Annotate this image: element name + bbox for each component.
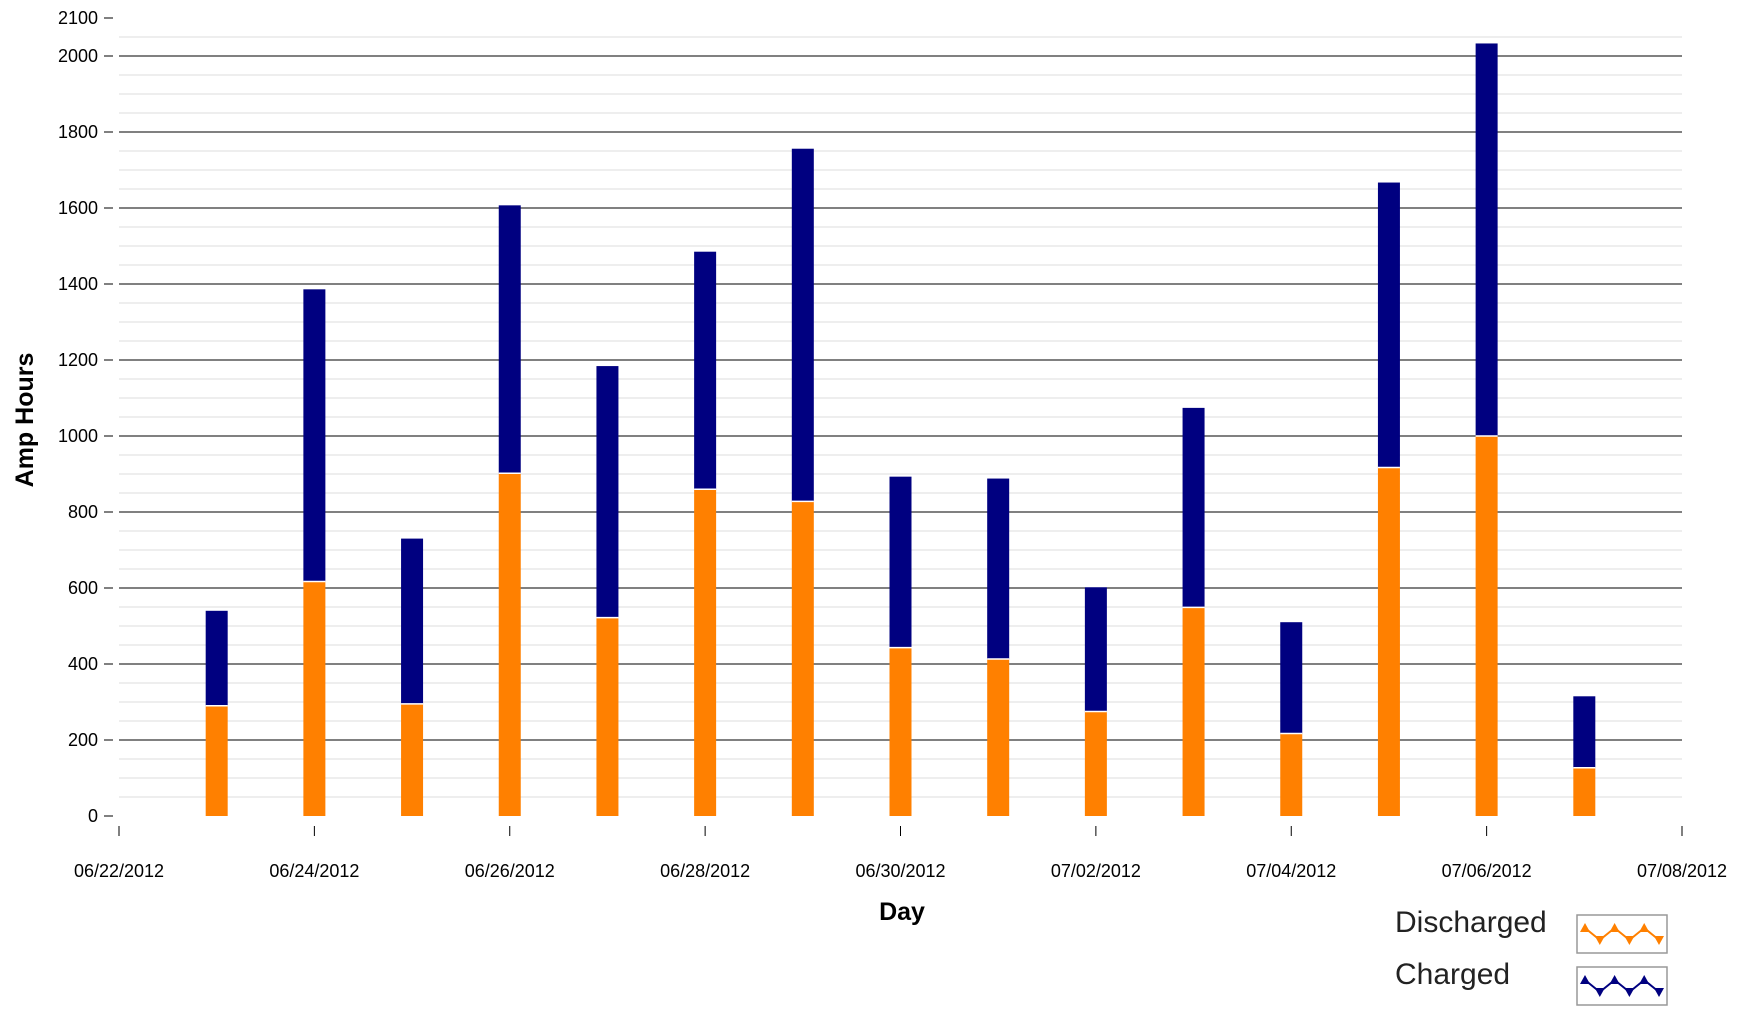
bar-charged-3	[498, 205, 521, 474]
legend-label-discharged: Discharged	[1395, 906, 1547, 939]
bar-charged-10	[1182, 407, 1205, 608]
bar-charged-6	[791, 148, 814, 502]
bar-charged-9	[1084, 587, 1107, 712]
bar-discharged-5	[694, 489, 717, 816]
y-tick-label: 0	[88, 806, 98, 826]
y-tick-label: 1000	[58, 426, 98, 446]
y-tick-label: 600	[68, 578, 98, 598]
bar-charged-7	[889, 476, 912, 648]
legend-label-charged: Charged	[1395, 958, 1510, 991]
x-tick-label: 07/04/2012	[1246, 861, 1336, 881]
bar-charged-4	[596, 366, 619, 618]
bar-charged-11	[1280, 622, 1303, 734]
bar-charged-0	[205, 610, 228, 706]
legend-marker-triangle	[1639, 975, 1650, 984]
legend-marker-triangle	[1654, 988, 1664, 997]
x-tick-label: 06/28/2012	[660, 861, 750, 881]
bar-discharged-8	[987, 659, 1010, 816]
x-tick-label: 06/26/2012	[465, 861, 555, 881]
y-axis-title: Amp Hours	[11, 353, 39, 488]
bar-charged-12	[1377, 182, 1400, 468]
legend-marker-triangle	[1609, 923, 1620, 932]
bar-charged-1	[303, 289, 326, 582]
y-tick-label: 1800	[58, 122, 98, 142]
legend-marker-triangle	[1654, 936, 1664, 945]
bar-discharged-12	[1377, 467, 1400, 816]
bars	[205, 43, 1596, 816]
bar-discharged-1	[303, 581, 326, 816]
x-axis-title: Day	[879, 898, 925, 926]
y-tick-label: 2100	[58, 8, 98, 28]
x-tick-label: 07/08/2012	[1637, 861, 1727, 881]
legend-marker-triangle	[1624, 936, 1635, 945]
bar-discharged-3	[498, 473, 521, 816]
y-tick-label: 1600	[58, 198, 98, 218]
x-tick-label: 07/06/2012	[1442, 861, 1532, 881]
x-tick-label: 06/30/2012	[855, 861, 945, 881]
bar-discharged-10	[1182, 607, 1205, 816]
y-tick-label: 400	[68, 654, 98, 674]
y-tick-label: 2000	[58, 46, 98, 66]
legend-marker-triangle	[1580, 923, 1590, 932]
legend: Discharged Charged	[1395, 906, 1668, 1006]
legend-marker-triangle	[1624, 988, 1635, 997]
legend-marker-triangle	[1580, 975, 1590, 984]
bar-discharged-11	[1280, 733, 1303, 816]
legend-marker-triangle	[1594, 988, 1605, 997]
bar-discharged-9	[1084, 711, 1107, 816]
x-tick-label: 07/02/2012	[1051, 861, 1141, 881]
x-axis: 06/22/2012 06/24/2012 06/26/2012 06/28/2012…	[74, 826, 1727, 881]
legend-marker-triangle	[1639, 923, 1650, 932]
bar-charged-2	[401, 538, 424, 704]
bar-charged-14	[1573, 696, 1596, 768]
y-axis: 0 200 400 600 800 1000 1200 1400 1600 1800 2000 210…	[58, 8, 113, 826]
y-tick-label: 800	[68, 502, 98, 522]
bar-discharged-4	[596, 617, 619, 816]
legend-marker-triangle	[1594, 936, 1605, 945]
bar-discharged-6	[791, 501, 814, 816]
bar-charged-5	[694, 251, 717, 490]
bar-discharged-2	[401, 703, 424, 816]
y-tick-label: 200	[68, 730, 98, 750]
y-tick-label: 1400	[58, 274, 98, 294]
x-tick-label: 06/22/2012	[74, 861, 164, 881]
bar-charged-8	[987, 478, 1010, 660]
y-tick-label: 1200	[58, 350, 98, 370]
x-tick-label: 06/24/2012	[269, 861, 359, 881]
bar-discharged-13	[1475, 436, 1498, 816]
bar-discharged-7	[889, 647, 912, 816]
legend-marker-triangle	[1609, 975, 1620, 984]
bar-charged-13	[1475, 43, 1498, 437]
bar-discharged-0	[205, 705, 228, 816]
bar-discharged-14	[1573, 767, 1596, 816]
